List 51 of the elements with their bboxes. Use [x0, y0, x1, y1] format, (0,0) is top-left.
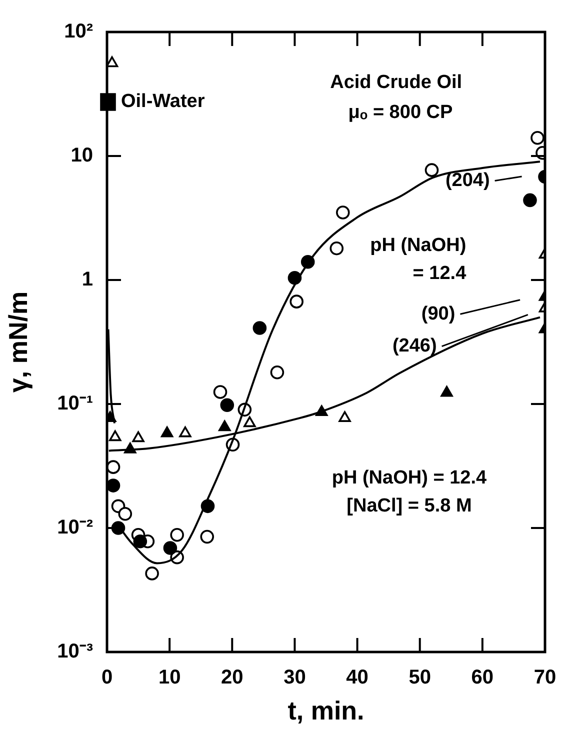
point: [200, 530, 214, 544]
point: [523, 193, 537, 208]
x-tick-label: 10: [158, 666, 181, 689]
point: [133, 534, 148, 548]
point: [163, 541, 178, 555]
annotation: pH (NaOH) = 12.4: [370, 235, 467, 284]
point: [170, 528, 184, 542]
point: [107, 460, 120, 474]
point: [213, 385, 228, 399]
annotation: (204): [445, 170, 490, 192]
x-tick-label: 0: [101, 666, 113, 689]
point: [338, 411, 351, 422]
annotation: μₒ = 800 CP: [348, 102, 454, 123]
point: [118, 506, 132, 521]
y-tick-label: 1: [82, 268, 93, 291]
annotation: pH (NaOH) = 12.4 [NaCl] = 5.8 M: [332, 468, 487, 517]
x-tick-label: 60: [471, 666, 494, 689]
point: [179, 426, 192, 438]
point: [218, 420, 231, 432]
point: [336, 206, 350, 220]
x-tick-label: 40: [346, 666, 368, 689]
point: [330, 241, 344, 256]
x-tick-label: 50: [408, 666, 431, 689]
point: [132, 431, 144, 442]
point: [109, 430, 122, 442]
legend-label: Oil-Water: [121, 91, 206, 112]
point: [440, 386, 453, 397]
y-axis-title: γ, mN/m: [2, 291, 33, 393]
point: [270, 365, 284, 380]
point: [244, 416, 256, 428]
point: [290, 294, 304, 308]
annotation: (246): [392, 336, 437, 357]
x-tick-label: 20: [221, 666, 244, 689]
annotation: (90): [421, 303, 456, 324]
point: [530, 130, 544, 145]
point: [220, 398, 234, 412]
point: [107, 56, 118, 68]
x-tick-label: 30: [284, 666, 306, 689]
y-tick-label: 10⁻³: [57, 640, 94, 663]
point: [145, 566, 159, 580]
y-tick-label: 10: [70, 144, 93, 167]
point: [160, 426, 174, 438]
point: [424, 163, 439, 177]
point: [107, 478, 120, 492]
annotation: Acid Crude Oil: [330, 72, 462, 94]
point: [252, 321, 267, 335]
x-tick-label: 70: [534, 666, 556, 689]
y-tick-label: 10⁻¹: [57, 392, 94, 415]
x-axis-title: t, min.: [288, 696, 364, 726]
y-tick-label: 10²: [64, 20, 94, 43]
y-tick-label: 10⁻²: [57, 516, 94, 539]
